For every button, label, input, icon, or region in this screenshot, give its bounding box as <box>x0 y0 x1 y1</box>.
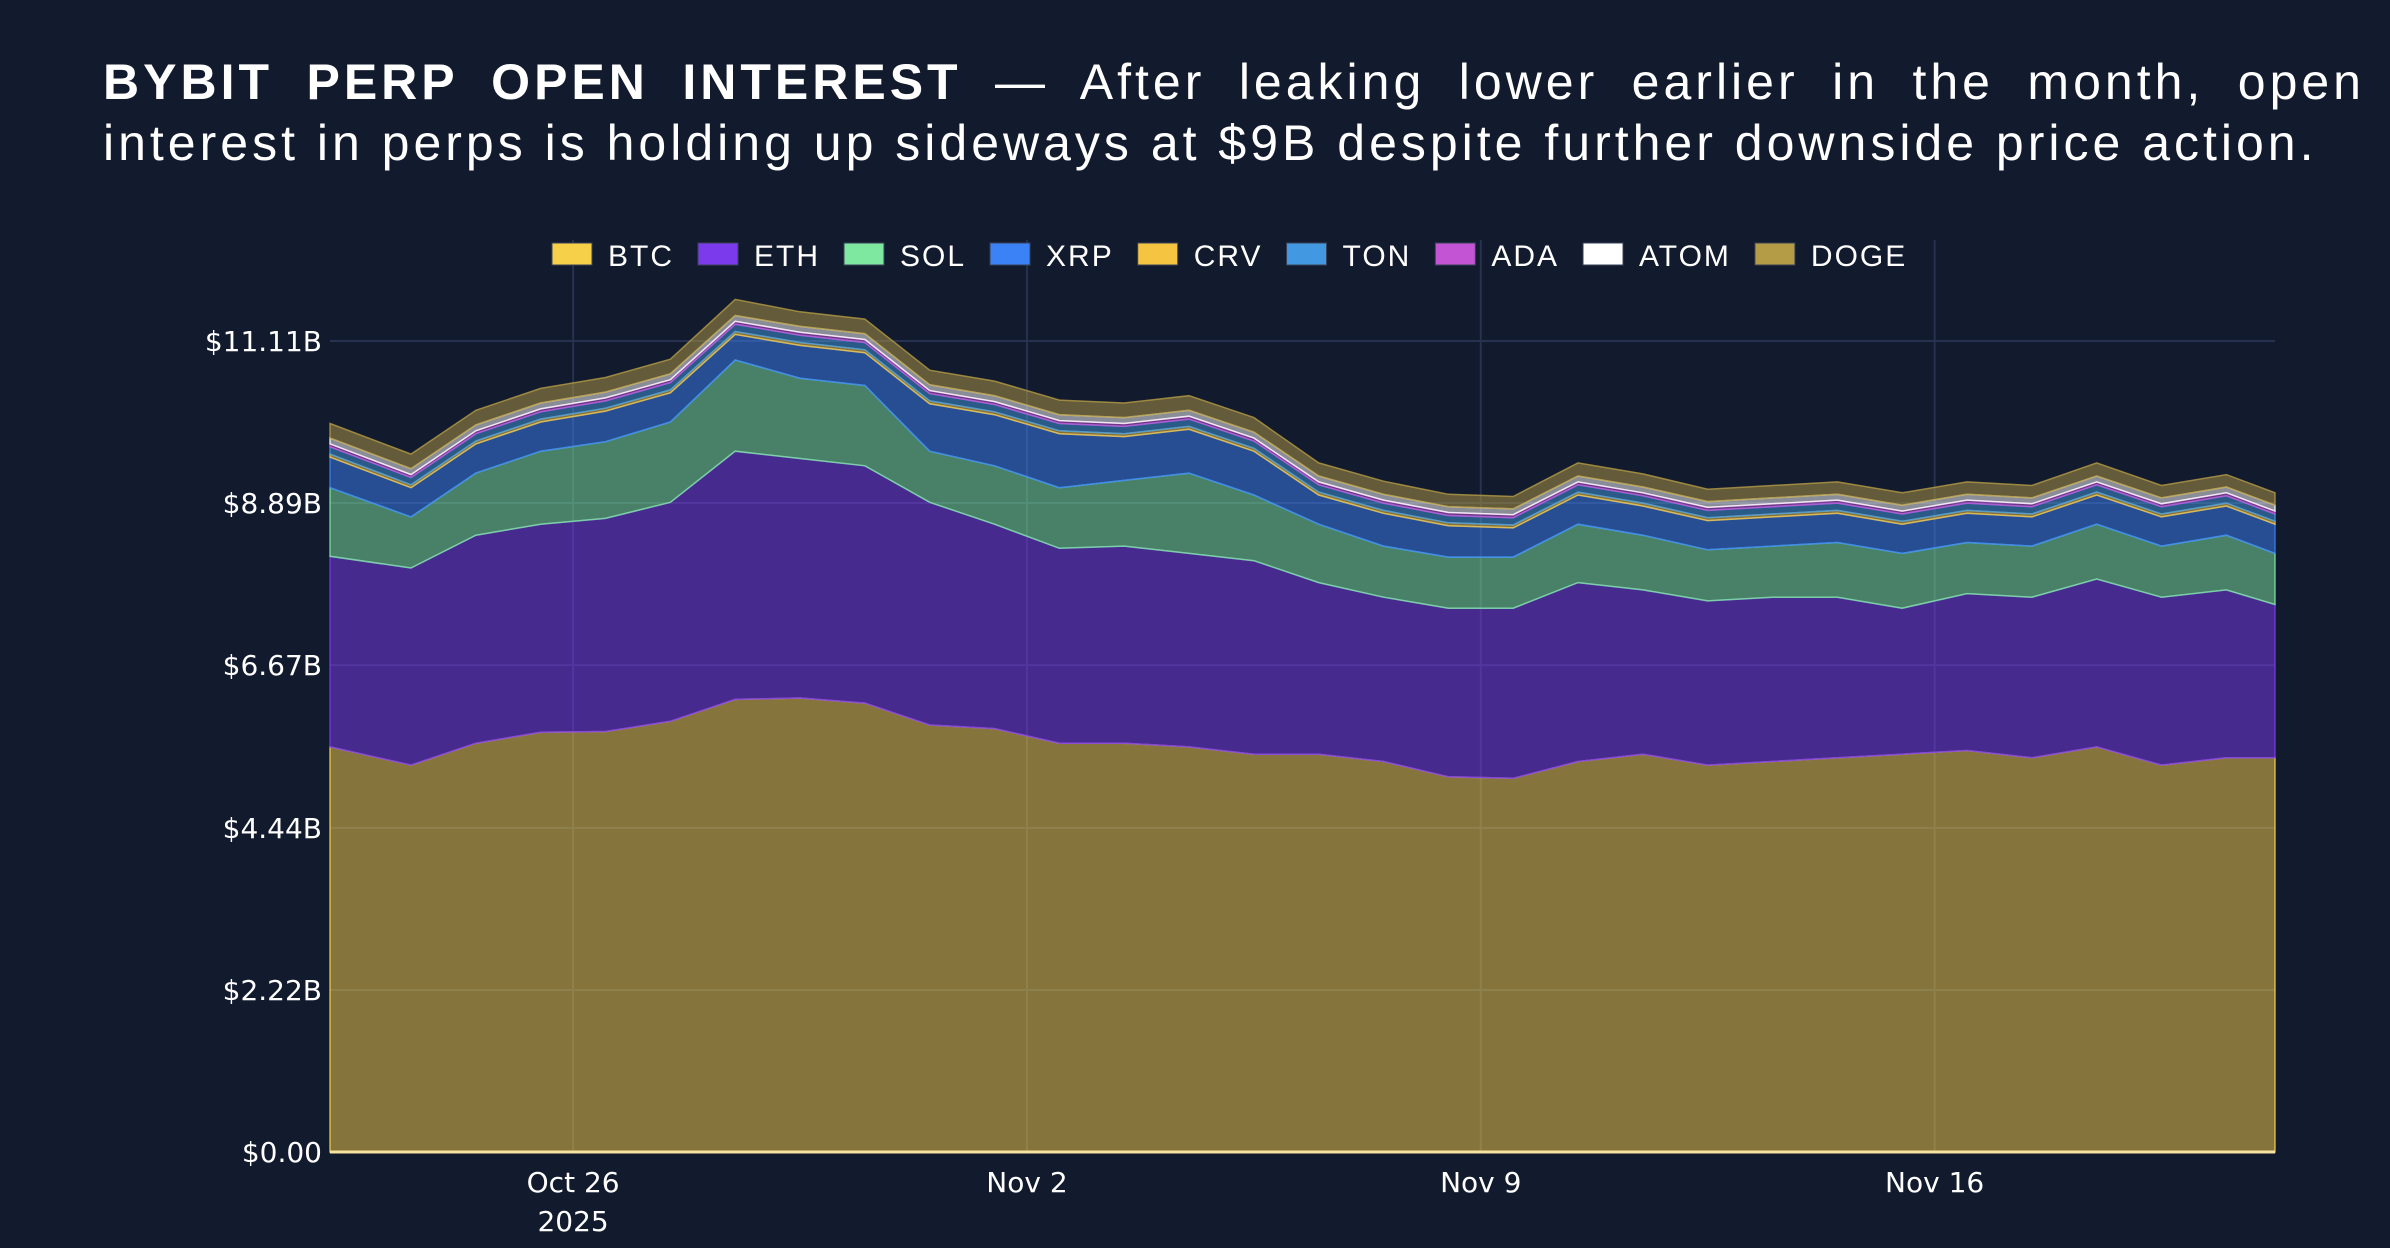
legend-item-eth: ETH <box>697 240 820 273</box>
legend: BTC ETH SOL XRP CRV TON ADA ATOM DOGE <box>551 240 1907 273</box>
legend-label: TON <box>1343 240 1412 273</box>
y-tick-label: $4.44B <box>223 812 322 845</box>
legend-swatch <box>697 242 739 266</box>
chart-title-bold: BYBIT PERP OPEN INTEREST <box>103 54 962 110</box>
x-tick-label: Oct 26 <box>527 1166 620 1199</box>
legend-swatch <box>1286 242 1328 266</box>
legend-swatch <box>1434 242 1476 266</box>
area-doge <box>329 298 2276 510</box>
legend-swatch <box>1754 242 1796 266</box>
legend-label: ADA <box>1491 240 1559 273</box>
y-tick-label: $2.22B <box>223 974 322 1007</box>
area-series <box>329 298 2276 1153</box>
y-tick-label: $8.89B <box>223 487 322 520</box>
chart-title: BYBIT PERP OPEN INTEREST — After leaking… <box>103 52 2365 174</box>
legend-item-atom: ATOM <box>1582 240 1731 273</box>
x-tick-label: Nov 9 <box>1440 1166 1521 1199</box>
area-btc <box>329 697 2276 1153</box>
y-tick-label: $6.67B <box>223 649 322 682</box>
legend-label: ETH <box>754 240 820 273</box>
x-tick-label: Nov 2 <box>986 1166 1067 1199</box>
legend-label: DOGE <box>1811 240 1907 273</box>
legend-swatch <box>551 242 593 266</box>
legend-swatch <box>843 242 885 266</box>
legend-item-sol: SOL <box>843 240 966 273</box>
legend-item-btc: BTC <box>551 240 674 273</box>
legend-item-xrp: XRP <box>989 240 1114 273</box>
legend-swatch <box>1137 242 1179 266</box>
legend-item-ada: ADA <box>1434 240 1559 273</box>
chart-title-rest: — After leaking lower earlier in the mon… <box>103 54 2365 171</box>
axes: $0.00 $2.22B $4.44B $6.67B $8.89B $11.11B Oct … <box>205 325 2275 1238</box>
legend-item-ton: TON <box>1286 240 1412 273</box>
legend-item-doge: DOGE <box>1754 240 1907 273</box>
legend-item-crv: CRV <box>1137 240 1263 273</box>
x-tick-label: Nov 16 <box>1885 1166 1984 1199</box>
x-tick-sublabel: 2025 <box>537 1205 608 1238</box>
legend-swatch <box>1582 242 1624 266</box>
y-tick-label: $0.00 <box>242 1136 322 1169</box>
y-tick-label: $11.11B <box>205 325 322 358</box>
legend-label: ATOM <box>1639 240 1731 273</box>
legend-swatch <box>989 242 1031 266</box>
legend-label: BTC <box>608 240 674 273</box>
legend-label: CRV <box>1194 240 1263 273</box>
legend-label: XRP <box>1046 240 1114 273</box>
legend-label: SOL <box>900 240 966 273</box>
